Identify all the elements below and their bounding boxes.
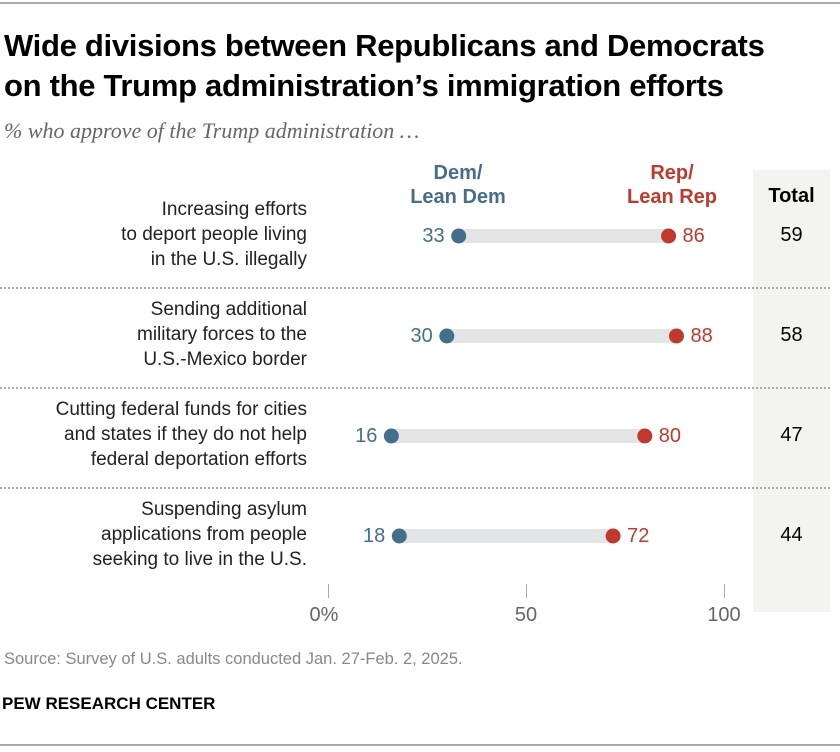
legend-rep: Rep/Lean Rep	[626, 162, 718, 208]
axis-tick-label: 0%	[309, 604, 339, 626]
rep-dot	[637, 428, 653, 444]
rep-value-label: 80	[658, 425, 682, 447]
source-note: Source: Survey of U.S. adults conducted …	[4, 650, 463, 668]
rep-dot	[661, 228, 677, 244]
dem-dot	[383, 428, 399, 444]
top-rule	[0, 2, 840, 4]
total-column-band	[753, 170, 830, 612]
dem-value-label: 30	[410, 325, 433, 347]
dem-dot	[439, 328, 455, 344]
axis-tick-label: 100	[707, 604, 741, 626]
rep-value-label: 86	[682, 225, 705, 247]
dem-dot	[391, 528, 407, 544]
total-value: 44	[780, 524, 803, 546]
rep-dot	[668, 328, 684, 344]
axis-tick	[328, 584, 329, 598]
category-label: Cutting federal funds for cities and stat…	[55, 399, 307, 470]
dem-value-label: 33	[422, 225, 445, 247]
total-header: Total	[768, 185, 815, 207]
category-label: Sending additional military forces to the…	[137, 299, 307, 370]
category-label: Suspending asylum applications from peopl…	[92, 499, 307, 570]
total-value: 58	[780, 324, 803, 346]
row-separator	[0, 387, 830, 389]
rep-value-label: 72	[627, 525, 650, 547]
brand-logo-text: PEW RESEARCH CENTER	[2, 694, 216, 713]
dem-value-label: 16	[355, 425, 378, 447]
dem-value-label: 18	[363, 525, 386, 547]
row-separator	[0, 487, 830, 489]
bottom-rule	[0, 744, 840, 746]
rep-value-label: 88	[690, 325, 713, 347]
chart-title: Wide divisions between Republicans and D…	[4, 28, 765, 103]
chart-subtitle: % who approve of the Trump administratio…	[4, 118, 420, 143]
total-value: 47	[780, 424, 803, 446]
dem-dot	[451, 228, 467, 244]
category-label: Increasing efforts to deport people livin…	[121, 199, 307, 270]
total-value: 59	[780, 224, 803, 246]
axis-tick	[724, 584, 725, 598]
row-separator	[0, 287, 830, 289]
legend-dem: Dem/Lean Dem	[410, 162, 506, 208]
axis-tick-label: 50	[514, 604, 538, 626]
axis-tick	[526, 584, 527, 598]
rep-dot	[605, 528, 621, 544]
